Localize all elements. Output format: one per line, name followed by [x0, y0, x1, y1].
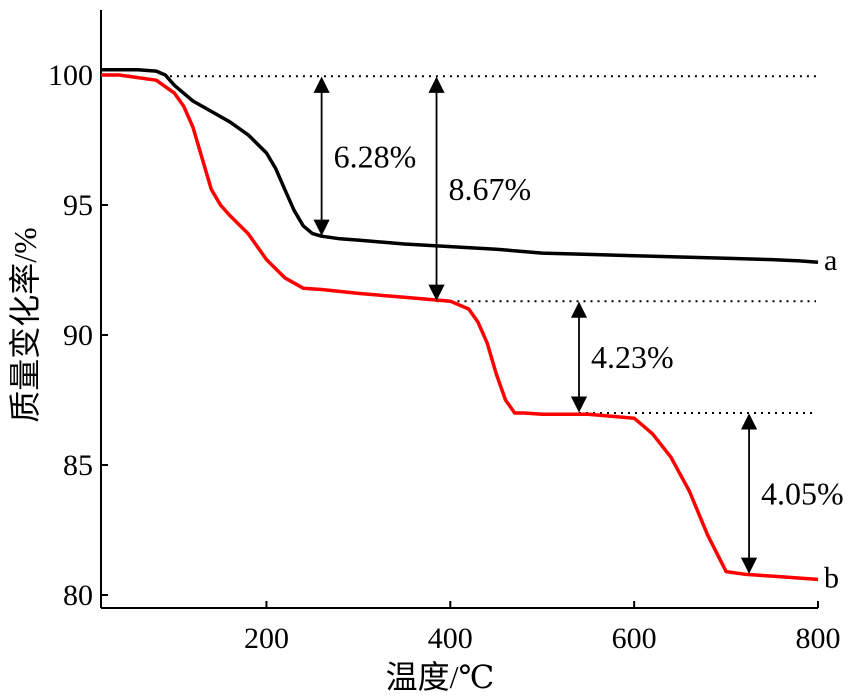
y-axis-title: 质量变化率/% — [7, 227, 43, 423]
annotation-label: 4.05% — [761, 476, 844, 512]
series-label-b: b — [824, 561, 839, 594]
y-tick-label: 95 — [63, 189, 93, 222]
y-tick-label: 80 — [63, 579, 93, 612]
x-tick-label: 200 — [244, 622, 289, 655]
y-tick-label: 85 — [63, 449, 93, 482]
series-line-b — [101, 73, 819, 582]
annotation-label: 4.23% — [591, 339, 674, 375]
x-tick-label: 800 — [796, 622, 841, 655]
x-tick-label: 400 — [428, 622, 473, 655]
series-line-a — [101, 68, 819, 264]
x-axis-title: 温度/℃ — [386, 659, 495, 695]
y-tick-label: 90 — [63, 319, 93, 352]
y-tick-label: 100 — [48, 59, 93, 92]
annotation-label: 8.67% — [449, 171, 532, 207]
series-label-a: a — [824, 244, 837, 277]
annotation-label: 6.28% — [334, 138, 417, 174]
x-tick-label: 600 — [612, 622, 657, 655]
